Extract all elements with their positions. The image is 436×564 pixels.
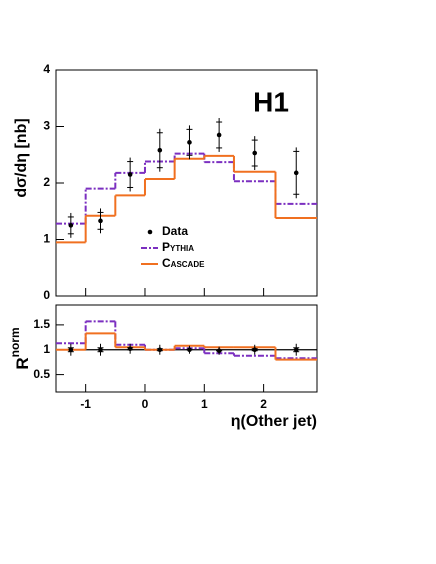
- data-point: [293, 347, 299, 353]
- data-point: [293, 170, 299, 176]
- y-axis-label-sup: norm: [8, 327, 22, 357]
- y-tick-label: 4: [43, 62, 50, 76]
- y-tick-label: 2: [43, 175, 50, 189]
- x-tick-label: 2: [260, 397, 267, 411]
- data-point: [68, 347, 74, 353]
- data-point: [216, 132, 222, 138]
- x-tick-label: 0: [142, 397, 149, 411]
- y-tick-label: 1: [43, 342, 50, 356]
- y-tick-label: 1.5: [33, 317, 50, 331]
- y-tick-label: 0.5: [33, 367, 50, 381]
- legend-label: Data: [162, 224, 188, 238]
- data-point: [127, 346, 133, 352]
- data-point: [187, 140, 192, 145]
- data-point: [98, 347, 103, 353]
- plot-frame: [55, 304, 318, 393]
- y-tick-label: 1: [43, 232, 50, 246]
- x-tick-label: -1: [80, 397, 91, 411]
- data-point: [157, 147, 163, 153]
- y-tick-label: 3: [43, 119, 50, 133]
- data-point: [187, 347, 192, 353]
- data-point: [98, 218, 103, 224]
- annotation: H1: [253, 86, 289, 117]
- y-axis-label: dσ/dη [nb]: [13, 118, 30, 197]
- y-axis-label-main: R: [13, 357, 32, 369]
- data-point: [68, 223, 74, 228]
- x-tick-label: 1: [201, 397, 208, 411]
- y-axis-label: Rnorm: [8, 327, 32, 369]
- data-point: [157, 347, 163, 353]
- y-tick-label: 0: [43, 288, 50, 302]
- data-point: [127, 172, 133, 177]
- legend-marker: [147, 229, 153, 235]
- legend-label: Pythia: [162, 240, 194, 254]
- data-point: [216, 348, 222, 354]
- data-point: [252, 347, 258, 353]
- legend-label: Cascade: [162, 256, 205, 270]
- x-axis-label: η(Other jet): [231, 413, 317, 430]
- data-point: [252, 150, 258, 156]
